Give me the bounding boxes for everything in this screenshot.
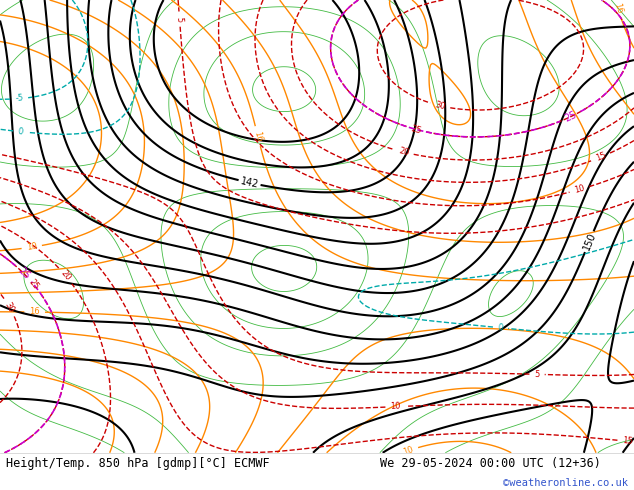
Text: 25: 25 bbox=[16, 266, 32, 281]
Text: 150: 150 bbox=[581, 231, 597, 252]
Text: 10: 10 bbox=[402, 445, 415, 457]
Text: 25: 25 bbox=[27, 278, 41, 292]
Text: 30: 30 bbox=[3, 300, 16, 314]
Text: 25: 25 bbox=[562, 110, 578, 124]
Text: 16: 16 bbox=[29, 308, 40, 317]
Text: 30: 30 bbox=[434, 100, 446, 111]
Text: 15: 15 bbox=[594, 151, 607, 163]
Text: ©weatheronline.co.uk: ©weatheronline.co.uk bbox=[503, 478, 628, 489]
Text: 20: 20 bbox=[59, 269, 72, 283]
Text: 15: 15 bbox=[622, 436, 633, 446]
Text: 5: 5 bbox=[175, 16, 184, 22]
Text: Height/Temp. 850 hPa [gdmp][°C] ECMWF: Height/Temp. 850 hPa [gdmp][°C] ECMWF bbox=[6, 458, 270, 470]
Text: 16: 16 bbox=[612, 2, 624, 15]
Text: 10: 10 bbox=[26, 242, 37, 252]
Text: 142: 142 bbox=[240, 176, 260, 190]
Text: 0: 0 bbox=[18, 127, 23, 136]
Text: 10: 10 bbox=[573, 184, 586, 195]
Text: 25: 25 bbox=[410, 124, 422, 135]
Text: 20: 20 bbox=[398, 147, 410, 158]
Text: 5: 5 bbox=[534, 370, 540, 379]
Text: 16: 16 bbox=[252, 130, 264, 143]
Text: We 29-05-2024 00:00 UTC (12+36): We 29-05-2024 00:00 UTC (12+36) bbox=[380, 458, 601, 470]
Text: -5: -5 bbox=[15, 94, 23, 103]
Text: 10: 10 bbox=[390, 402, 401, 412]
Text: 0: 0 bbox=[498, 323, 503, 333]
